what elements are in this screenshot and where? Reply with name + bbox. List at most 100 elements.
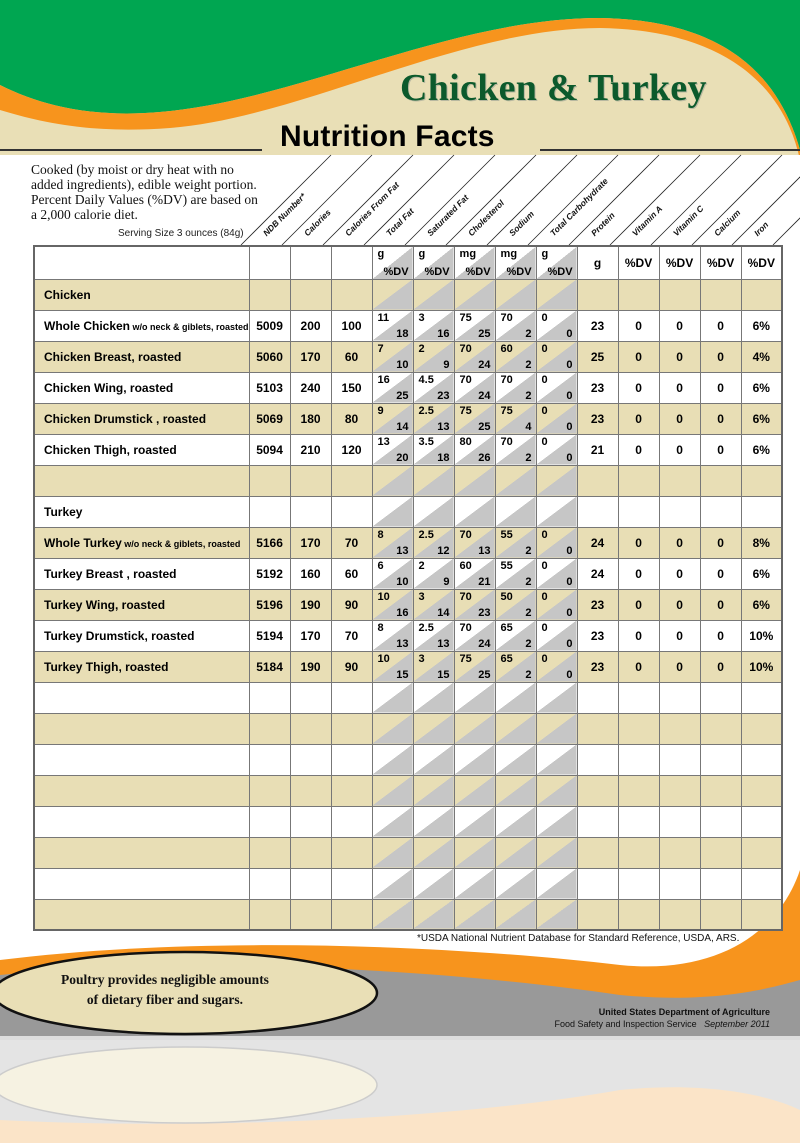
header-divider [772,217,800,246]
empty-cell [740,681,783,714]
empty-split-cell [494,464,537,497]
split-bottom: 15 [396,668,409,681]
split-top: 2.5 [418,621,434,634]
agency: United States Department of Agriculture [598,1007,770,1017]
unit-cell: g %DV [535,245,578,280]
split-top: 75 [459,652,472,665]
split-top: 8 [377,621,384,634]
empty-cell [33,898,250,931]
food-name: Turkey Thigh, roasted [33,650,250,683]
split-bottom: 12 [437,544,450,557]
split-top: 0 [541,652,548,665]
split-bottom: 2 [525,668,532,681]
food-name-note: w/o neck & giblets, roasted [121,538,241,549]
empty-split-cell [535,495,578,528]
vitamin-a: 0 [617,309,660,342]
calories-from-fat: 60 [330,557,373,590]
empty-split-cell [494,805,537,838]
callout-line-1: Poultry provides negligible amounts [61,972,269,987]
header-divider [568,154,660,246]
empty-cell [33,867,250,900]
empty-cell [576,805,619,838]
food-name: Turkey Drumstick, roasted [33,619,250,652]
split-top: 0 [541,373,548,386]
empty-cell [658,495,701,528]
split-top: 2 [418,559,425,572]
empty-cell [740,278,783,311]
ndb-number: 5196 [248,588,291,621]
unit-cell: mg %DV [494,245,537,280]
nutrient-value: 55 2 [494,526,537,559]
food-name: Turkey Wing, roasted [33,588,250,621]
vitamin-a: 0 [617,371,660,404]
split-bottom: 13 [396,637,409,650]
nutrient-value: 65 2 [494,619,537,652]
split-bottom: %DV [506,265,532,278]
empty-cell [658,278,701,311]
split-bottom: 0 [566,327,573,340]
split-top: 10 [377,652,390,665]
nutrient-value: 3 16 [412,309,455,342]
split-top: 3 [418,311,425,324]
nutrient-value: 70 24 [453,340,496,373]
section-title: Nutrition Facts [280,120,495,153]
nutrient-value: 70 2 [494,433,537,466]
empty-split-cell [371,278,414,311]
nutrient-value: 80 26 [453,433,496,466]
unit-cell: g %DV [371,245,414,280]
nutrition-table: g %DV g %DV mg %DV mg %DV g %DV g %DV %DV %DV %DV Chick… [33,245,784,931]
empty-cell [289,898,332,931]
nutrient-value: 8 13 [371,526,414,559]
split-bottom: 0 [566,358,573,371]
protein: 23 [576,619,619,652]
empty-split-cell [535,867,578,900]
food-name-text: Chicken Drumstick , roasted [44,411,207,426]
nutrient-value: 16 25 [371,371,414,404]
empty-cell [699,867,742,900]
empty-cell [330,805,373,838]
table-row: Whole Turkey w/o neck & giblets, roasted… [33,526,783,559]
empty-cell [617,743,660,776]
iron: 8% [740,526,783,559]
nutrient-value: 10 15 [371,650,414,683]
empty-cell [33,712,250,745]
vitamin-c: 0 [658,402,701,435]
empty-split-cell [453,743,496,776]
empty-cell [699,805,742,838]
empty-split-cell [494,774,537,807]
empty-split-cell [412,898,455,931]
vitamin-c: 0 [658,650,701,683]
split-top: mg [459,248,477,260]
empty-cell [33,743,250,776]
nutrient-value: 60 2 [494,340,537,373]
empty-split-cell [412,712,455,745]
empty-split-cell [412,681,455,714]
empty-split-cell [453,898,496,931]
nutrient-value: 50 2 [494,588,537,621]
callout-text: Poultry provides negligible amounts of d… [40,970,290,1010]
split-bottom: 2 [525,358,532,371]
split-top: 6 [377,559,384,572]
calories: 190 [289,588,332,621]
nutrient-value: 2.5 13 [412,619,455,652]
empty-cell [617,805,660,838]
header-divider [527,154,619,246]
table-row: Turkey Wing, roasted 5196 190 90 10 16 3 14 70 23… [33,588,783,621]
calcium: 0 [699,309,742,342]
vitamin-a: 0 [617,433,660,466]
split-bottom: 2 [525,637,532,650]
calories-from-fat: 70 [330,619,373,652]
empty-cell [330,898,373,931]
split-bottom: 24 [478,389,491,402]
empty-split-cell [412,867,455,900]
ndb-number: 5184 [248,650,291,683]
empty-cell [330,743,373,776]
ndb-number: 5194 [248,619,291,652]
calcium: 0 [699,371,742,404]
split-top: 70 [459,528,472,541]
food-name-text: Turkey Drumstick, roasted [44,628,195,643]
calories-from-fat: 120 [330,433,373,466]
